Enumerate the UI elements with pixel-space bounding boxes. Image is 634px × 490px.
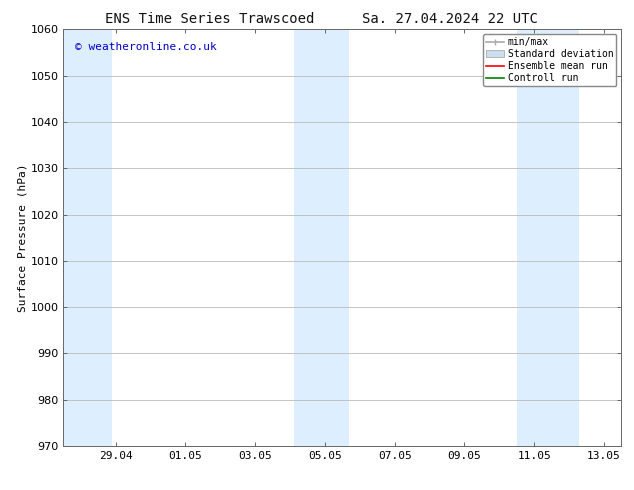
Bar: [294, 29, 349, 446]
Text: Sa. 27.04.2024 22 UTC: Sa. 27.04.2024 22 UTC: [362, 12, 538, 26]
Text: ENS Time Series Trawscoed: ENS Time Series Trawscoed: [105, 12, 314, 26]
Y-axis label: Surface Pressure (hPa): Surface Pressure (hPa): [18, 163, 28, 312]
Bar: [517, 29, 579, 446]
Bar: [63, 29, 112, 446]
Text: © weatheronline.co.uk: © weatheronline.co.uk: [75, 42, 216, 52]
Legend: min/max, Standard deviation, Ensemble mean run, Controll run: min/max, Standard deviation, Ensemble me…: [484, 34, 616, 86]
